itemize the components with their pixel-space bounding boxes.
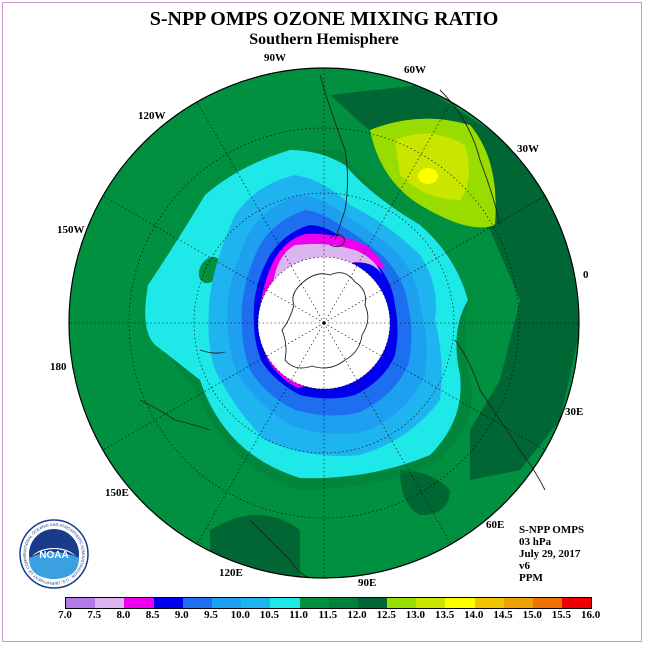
colorbar-swatch xyxy=(66,598,96,608)
lon-label-120e: 120E xyxy=(219,567,243,579)
colorbar xyxy=(65,597,593,609)
africa-west xyxy=(439,89,501,226)
colorbar-tick-label: 15.0 xyxy=(522,609,542,621)
colorbar-swatch xyxy=(328,598,358,608)
colorbar-tick-label: 9.5 xyxy=(204,609,218,621)
colorbar-tick-label: 12.0 xyxy=(347,609,367,621)
lon-label-90e: 90E xyxy=(358,577,376,589)
info-block: S-NPP OMPS 03 hPa July 29, 2017 v6 PPM xyxy=(519,524,584,584)
map-title: S-NPP OMPS OZONE MIXING RATIO xyxy=(149,8,499,30)
colorbar-tick-label: 8.0 xyxy=(116,609,131,621)
lon-label-150e: 150E xyxy=(105,487,129,499)
lon-label-60e: 60E xyxy=(486,519,504,531)
map-boundary xyxy=(68,67,580,579)
south-pole-dot xyxy=(322,321,326,325)
colorbar-tick-label: 12.5 xyxy=(376,609,396,621)
colorbar-tick-label: 14.0 xyxy=(464,609,484,621)
ozone-field xyxy=(69,68,579,578)
colorbar-tick-label: 16.0 xyxy=(580,609,601,621)
info-date: July 29, 2017 xyxy=(519,548,581,560)
australia-coast xyxy=(249,519,311,579)
colorbar-tick-label: 7.0 xyxy=(58,609,72,621)
colorbar-swatch xyxy=(357,598,388,608)
lon-label-180: 180 xyxy=(50,361,67,373)
info-instrument: S-NPP OMPS xyxy=(519,524,585,536)
south-america-coast xyxy=(319,74,348,241)
page-frame xyxy=(2,2,642,642)
noaa-logo-text: NOAA xyxy=(39,550,68,561)
region-13-0 xyxy=(395,133,469,200)
colorbar-swatch xyxy=(153,598,183,608)
colorbar-swatch xyxy=(211,598,242,608)
colorbar-swatch xyxy=(124,598,154,608)
colorbar-swatch xyxy=(445,598,475,608)
colorbar-tick-label: 14.5 xyxy=(493,609,513,621)
island-outline xyxy=(199,349,226,354)
colorbar-tick-labels: 7.0 7.5 8.0 8.5 9.0 9.5 10.0 10.5 11.0 11.5 12.0 12… xyxy=(50,609,610,623)
colorbar-tick-label: 9.0 xyxy=(174,609,189,621)
colorbar-tick-label: 10.0 xyxy=(230,609,250,621)
colorbar-tick-label: 13.5 xyxy=(434,609,455,621)
colorbar-swatch xyxy=(562,598,592,608)
colorbar-swatch xyxy=(503,598,533,608)
lon-label-90w: 90W xyxy=(264,52,286,64)
colorbar-swatch xyxy=(474,598,504,608)
colorbar-tick-label: 11.5 xyxy=(318,609,338,621)
lon-label-0: 0 xyxy=(583,269,589,281)
colorbar-swatch xyxy=(182,598,212,608)
colorbar-swatch xyxy=(533,598,563,608)
info-version: v6 xyxy=(519,560,530,572)
region-13-5 xyxy=(418,168,438,184)
antarctica-outline xyxy=(281,272,369,369)
lon-label-150w: 150W xyxy=(57,224,85,236)
map-subtitle: Southern Hemisphere xyxy=(249,31,399,48)
new-zealand-coast xyxy=(139,399,211,431)
colorbar-tick-label: 7.5 xyxy=(87,609,102,621)
info-units: PPM xyxy=(519,572,543,584)
lon-label-30e: 30E xyxy=(565,406,583,418)
colorbar-swatch xyxy=(299,598,329,608)
lon-label-120w: 120W xyxy=(138,110,166,122)
noaa-logo: NOAA NATIONAL OCEANIC AND ATMOSPHERIC AD… xyxy=(18,518,89,589)
colorbar-swatch xyxy=(241,598,271,608)
colorbar-tick-label: 10.5 xyxy=(259,609,280,621)
colorbar-swatch xyxy=(416,598,446,608)
colorbar-swatch xyxy=(95,598,125,608)
antarctic-peninsula xyxy=(329,234,346,248)
graticule xyxy=(69,68,579,578)
lon-label-60w: 60W xyxy=(404,64,426,76)
colorbar-tick-label: 13.0 xyxy=(405,609,426,621)
colorbar-swatch xyxy=(270,598,300,608)
info-level: 03 hPa xyxy=(519,536,552,548)
lon-label-30w: 30W xyxy=(517,143,539,155)
colorbar-tick-label: 11.0 xyxy=(289,609,308,621)
colorbar-tick-label: 8.5 xyxy=(145,609,160,621)
colorbar-swatch xyxy=(387,598,417,608)
colorbar-tick-label: 15.5 xyxy=(551,609,572,621)
region-12-0 xyxy=(330,85,579,480)
